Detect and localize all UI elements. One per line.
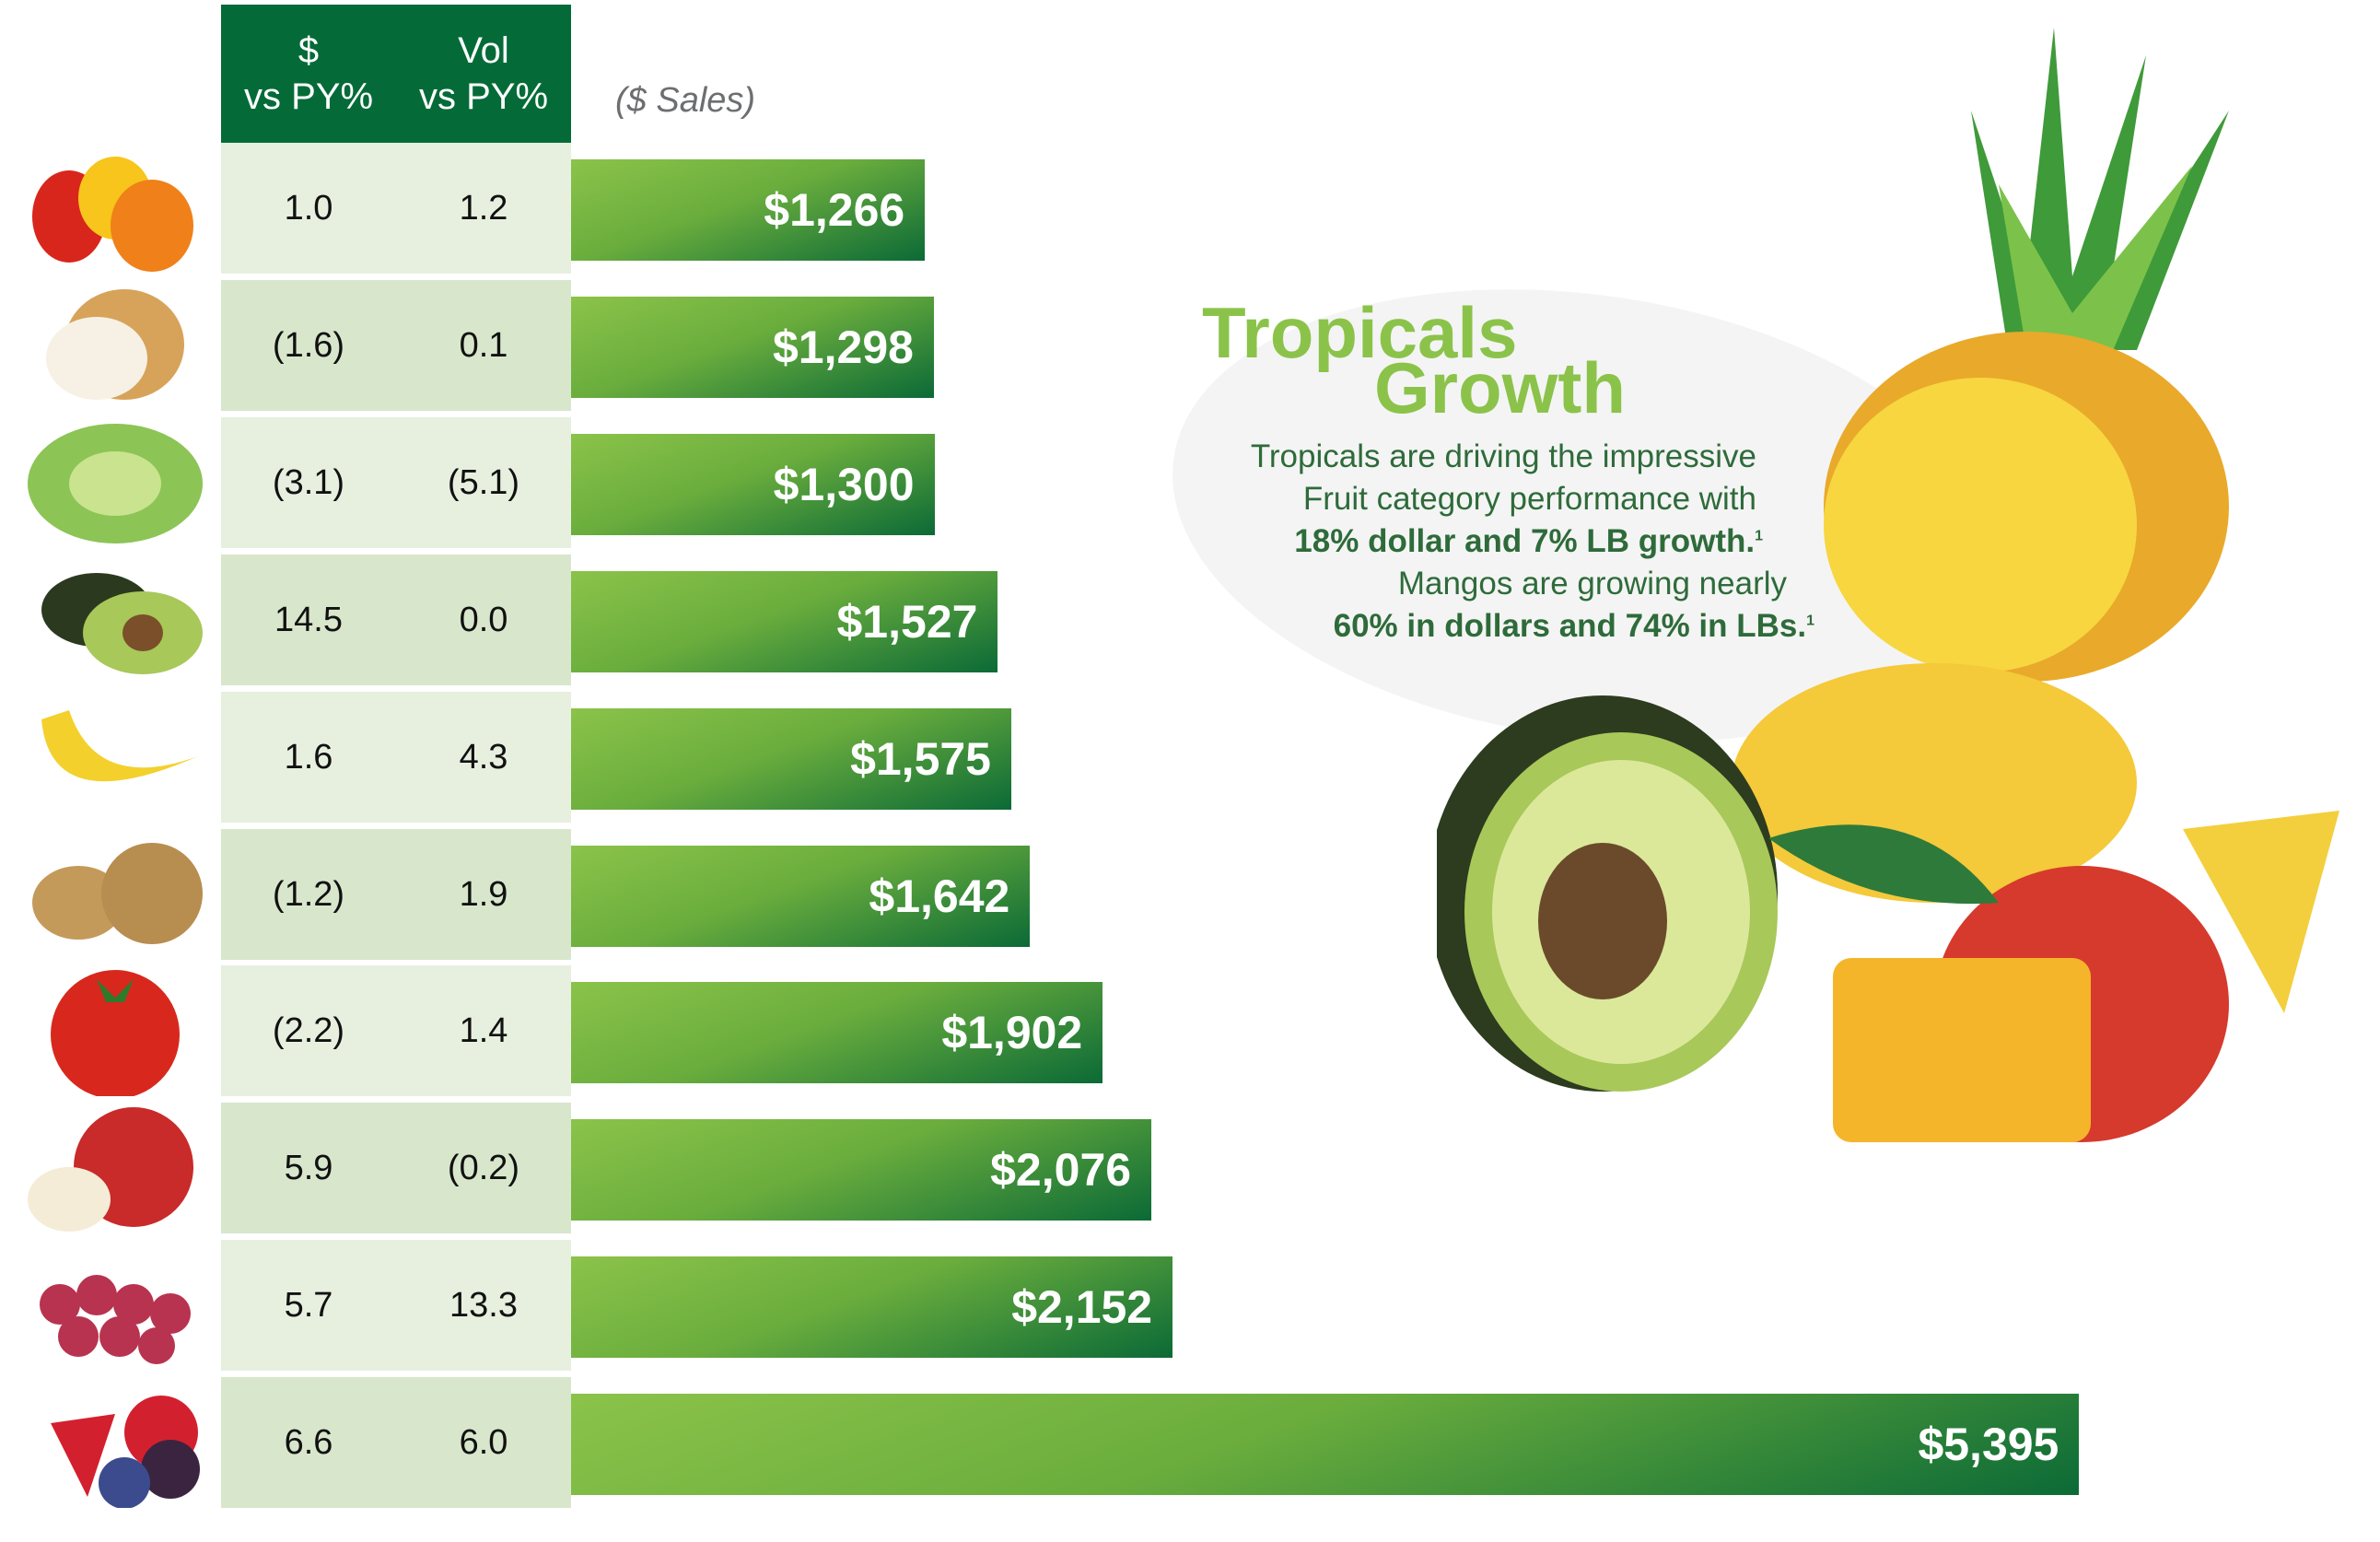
grapes-icon: [14, 1240, 216, 1371]
dollar-vs-py-cell: (1.2): [272, 874, 345, 914]
header-text: vs PY%: [418, 76, 549, 117]
callout-line3-text: 18% dollar and 7% LB growth.: [1294, 523, 1756, 559]
footnote-mark: 1: [1755, 528, 1763, 544]
sales-bar: $2,152: [571, 1256, 1173, 1359]
dollar-vs-py-cell: 1.6: [284, 737, 333, 777]
header-vol-vs-py: Vol vs PY%: [396, 28, 571, 120]
header-dollar-vs-py: $ vs PY%: [221, 28, 396, 120]
sales-bar: $1,300: [571, 433, 935, 535]
pineapple-wedge-icon: [2183, 811, 2339, 1013]
table-row: 1.0 1.2: [221, 143, 571, 274]
table-row: (3.1) (5.1): [221, 416, 571, 548]
table-row: 14.5 0.0: [221, 554, 571, 685]
pineapple-leaves-icon: [1971, 28, 2229, 359]
potatoes-icon: [14, 829, 216, 960]
vol-vs-py-cell: 0.1: [459, 325, 508, 365]
lettuce-icon: [14, 417, 216, 548]
table-row: 5.9 (0.2): [221, 1103, 571, 1234]
vol-vs-py-cell: 4.3: [459, 737, 508, 777]
tomato-icon: [14, 965, 216, 1100]
table-row: 5.7 13.3: [221, 1240, 571, 1372]
dollar-vs-py-cell: 5.7: [284, 1286, 333, 1326]
vol-vs-py-cell: (5.1): [447, 462, 520, 502]
leaf-icon: [1768, 824, 1999, 905]
vol-vs-py-cell: (0.2): [447, 1149, 520, 1188]
table-header: $ vs PY% Vol vs PY%: [221, 5, 571, 143]
dollar-vs-py-cell: 1.0: [284, 189, 333, 228]
vol-vs-py-cell: 0.0: [459, 600, 508, 639]
callout-line4: Mangos are growing nearly: [1397, 566, 1787, 602]
dollar-vs-py-cell: (1.6): [272, 325, 345, 365]
onion-icon: [14, 280, 216, 411]
callout-title-line1: Tropicals: [1202, 292, 1518, 373]
header-text: Vol: [458, 30, 509, 71]
sales-bar: $1,902: [571, 982, 1103, 1084]
dollar-vs-py-cell: 14.5: [274, 600, 343, 639]
sales-bar: $1,298: [571, 296, 934, 398]
apple-icon: [14, 1103, 216, 1233]
avocado-icon: [14, 555, 216, 685]
sales-bar: $1,527: [571, 570, 998, 672]
callout-line3: 18% dollar and 7% LB growth.1: [1294, 523, 1763, 560]
table-row: (2.2) 1.4: [221, 965, 571, 1097]
units-label: ($ Sales): [615, 81, 756, 120]
callout-line5-text: 60% in dollars and 74% in LBs.: [1333, 608, 1807, 644]
header-text: $: [298, 30, 320, 71]
sales-bar: $1,266: [571, 159, 926, 261]
callout-line5: 60% in dollars and 74% in LBs.1: [1334, 608, 1814, 645]
berries-icon: [14, 1377, 216, 1510]
callout-line2: Fruit category performance with: [1302, 481, 1756, 517]
dollar-vs-py-cell: 6.6: [284, 1423, 333, 1463]
bananas-icon: [14, 692, 216, 823]
footnote-mark: 1: [1806, 613, 1814, 629]
header-text: vs PY%: [243, 76, 374, 117]
bell-peppers-icon: [14, 143, 216, 274]
dollar-vs-py-cell: (3.1): [272, 462, 345, 502]
table-row: 1.6 4.3: [221, 691, 571, 823]
sales-bar: $2,076: [571, 1119, 1152, 1221]
vol-vs-py-cell: 6.0: [459, 1423, 508, 1463]
table-row: 6.6 6.0: [221, 1377, 571, 1509]
vol-vs-py-cell: 13.3: [449, 1286, 518, 1326]
callout-line1: Tropicals are driving the impressive: [1250, 438, 1756, 474]
vol-vs-py-cell: 1.2: [459, 189, 508, 228]
vol-vs-py-cell: 1.9: [459, 874, 508, 914]
callout-title-line2: Growth: [1374, 347, 1626, 428]
sales-bar: $5,395: [571, 1394, 2080, 1496]
dollar-vs-py-cell: 5.9: [284, 1149, 333, 1188]
vol-vs-py-cell: 1.4: [459, 1011, 508, 1051]
table-row: (1.2) 1.9: [221, 828, 571, 960]
table-row: (1.6) 0.1: [221, 279, 571, 411]
tropical-fruits-image: [1437, 28, 2339, 1142]
sales-bar: $1,642: [571, 845, 1031, 947]
dollar-vs-py-cell: (2.2): [272, 1011, 345, 1051]
sales-bar: $1,575: [571, 707, 1011, 810]
